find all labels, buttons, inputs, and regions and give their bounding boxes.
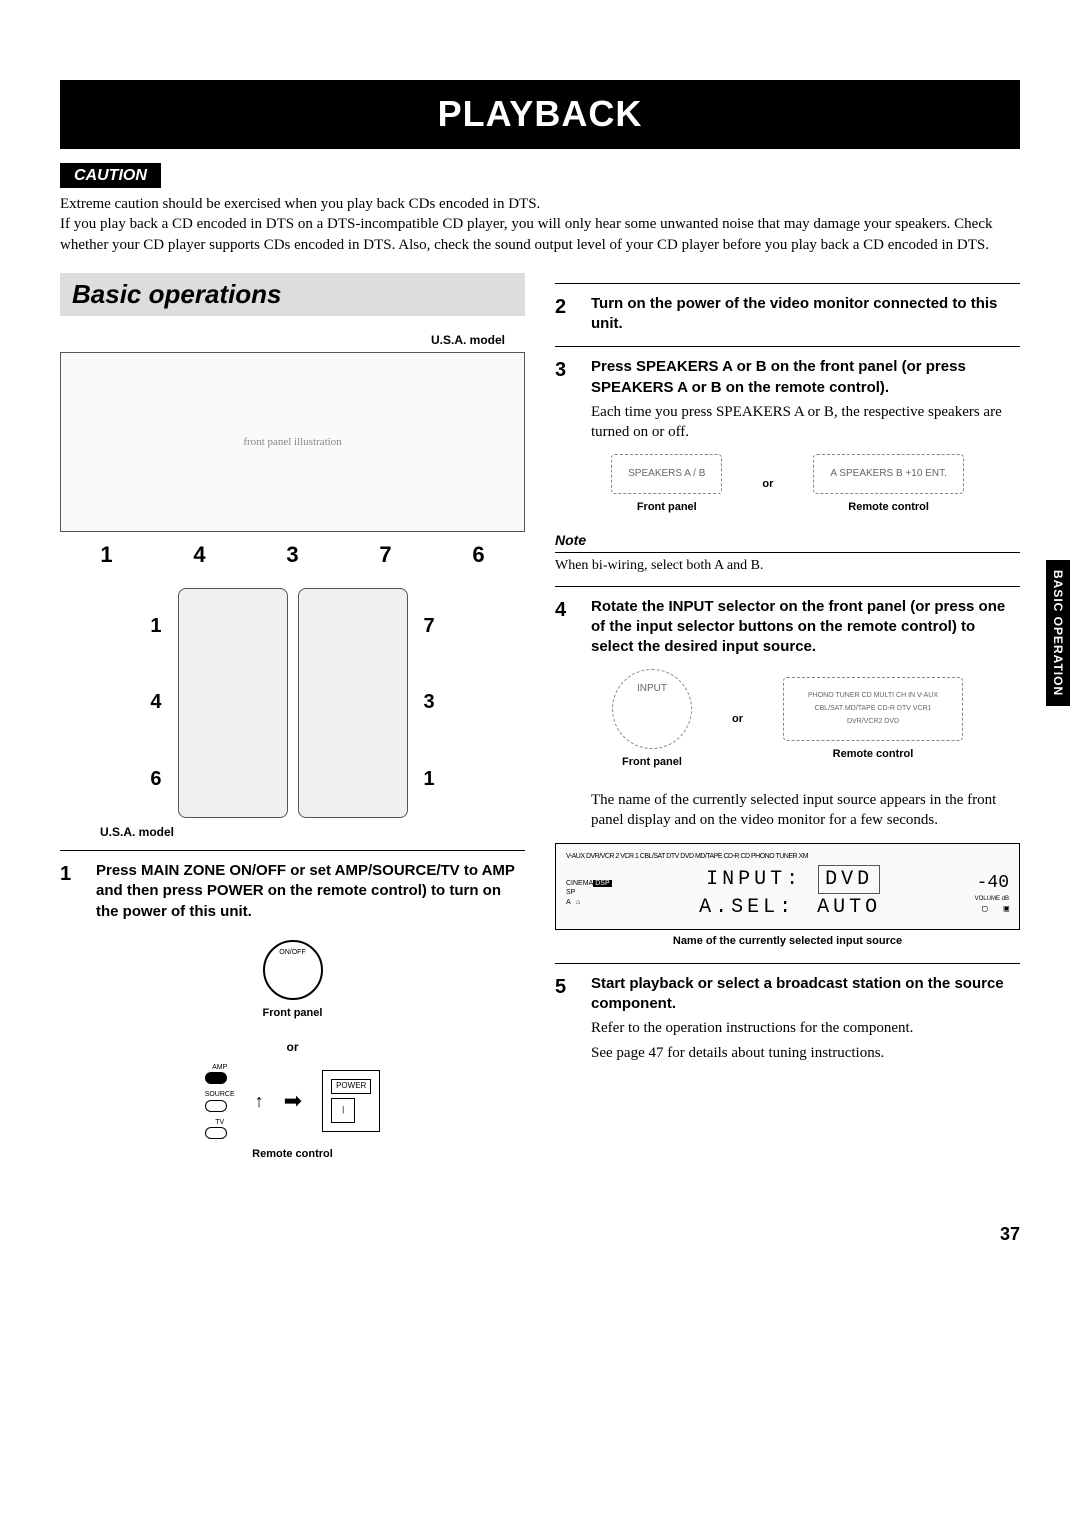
remote-control-label: Remote control xyxy=(813,500,963,515)
front-panel-label: Front panel xyxy=(612,755,692,770)
display-volume-value: -40 xyxy=(975,871,1009,895)
power-button-figure: POWER | xyxy=(322,1070,380,1132)
up-arrow-icon: ↑ xyxy=(255,1089,264,1113)
step-2: 2 Turn on the power of the video monitor… xyxy=(555,294,1020,335)
or-label: or xyxy=(762,477,773,492)
front-panel-label: Front panel xyxy=(60,1006,525,1021)
speakers-dial-icon: SPEAKERS A / B xyxy=(611,454,722,494)
power-label: POWER xyxy=(331,1079,371,1094)
input-buttons-grid: PHONO TUNER CD MULTI CH IN V-AUX CBL/SAT… xyxy=(783,677,963,741)
divider xyxy=(555,586,1020,587)
step-4-instruction: Rotate the INPUT selector on the front p… xyxy=(591,597,1020,658)
remote-illustration-1 xyxy=(178,588,288,818)
step-5-body-1: Refer to the operation instructions for … xyxy=(591,1018,1020,1038)
front-panel-figure: front panel illustration xyxy=(60,352,525,532)
callout: 6 xyxy=(150,766,161,793)
divider xyxy=(555,346,1020,347)
step-5: 5 Start playback or select a broadcast s… xyxy=(555,974,1020,1063)
remote-control-label: Remote control xyxy=(60,1147,525,1162)
step-1: 1 Press MAIN ZONE ON/OFF or set AMP/SOUR… xyxy=(60,861,525,922)
step-3-figure: SPEAKERS A / B Front panel or A SPEAKERS… xyxy=(555,454,1020,514)
step-1-remote-figure: AMP SOURCE TV ↑ ➡ POWER | xyxy=(60,1063,525,1139)
step-4-body: The name of the currently selected input… xyxy=(591,790,1020,831)
caution-label: CAUTION xyxy=(60,163,161,189)
side-tab-basic-operation: BASIC OPERATION xyxy=(1046,560,1070,706)
remote-left-callouts: 1 4 6 xyxy=(150,588,167,818)
model-label-bottom: U.S.A. model xyxy=(100,824,525,840)
source-label: SOURCE xyxy=(205,1091,235,1098)
callout: 6 xyxy=(472,540,484,570)
callout: 1 xyxy=(100,540,112,570)
display-input-label: INPUT: xyxy=(706,868,802,891)
step-5-instruction: Start playback or select a broadcast sta… xyxy=(591,974,1020,1015)
step-4-body-wrap: The name of the currently selected input… xyxy=(555,786,1020,831)
caution-para-2: If you play back a CD encoded in DTS on … xyxy=(60,216,993,252)
divider xyxy=(555,963,1020,964)
step-number: 5 xyxy=(555,974,577,1063)
callout: 4 xyxy=(150,689,161,716)
display-asel-value: AUTO xyxy=(811,894,887,921)
callout: 1 xyxy=(150,613,161,640)
step-3-instruction: Press SPEAKERS A or B on the front panel… xyxy=(591,357,1020,398)
chapter-title: PLAYBACK xyxy=(60,90,1020,139)
step-4-figure: INPUT Front panel or PHONO TUNER CD MULT… xyxy=(555,669,1020,770)
note-label: Note xyxy=(555,531,1020,553)
remote-control-label: Remote control xyxy=(783,747,963,762)
display-indicator-row: V-AUX DVR/VCR 2 VCR 1 CBL/SAT DTV DVD MD… xyxy=(566,852,1009,861)
onoff-dial-icon xyxy=(263,940,323,1000)
step-2-instruction: Turn on the power of the video monitor c… xyxy=(591,294,1020,335)
page-number: 37 xyxy=(60,1222,1020,1246)
display-caption: Name of the currently selected input sou… xyxy=(555,934,1020,949)
divider xyxy=(555,283,1020,284)
display-input-value: DVD xyxy=(818,865,880,894)
caution-para-1: Extreme caution should be exercised when… xyxy=(60,196,540,212)
callout: 3 xyxy=(286,540,298,570)
chapter-title-bar: PLAYBACK xyxy=(60,80,1020,149)
step-1-front-panel-figure: Front panel xyxy=(60,940,525,1021)
divider xyxy=(60,850,525,851)
callout: 7 xyxy=(424,613,435,640)
display-figure: V-AUX DVR/VCR 2 VCR 1 CBL/SAT DTV DVD MD… xyxy=(555,843,1020,930)
or-label: or xyxy=(732,712,743,727)
or-label: or xyxy=(60,1039,525,1055)
section-heading: Basic operations xyxy=(60,273,525,316)
step-number: 4 xyxy=(555,597,577,658)
input-dial-icon: INPUT xyxy=(612,669,692,749)
callout: 7 xyxy=(379,540,391,570)
step-number: 2 xyxy=(555,294,577,335)
amp-button-icon xyxy=(205,1072,227,1084)
step-3: 3 Press SPEAKERS A or B on the front pan… xyxy=(555,357,1020,442)
source-button-icon xyxy=(205,1100,227,1112)
caution-text: Extreme caution should be exercised when… xyxy=(60,194,1020,255)
step-1-instruction: Press MAIN ZONE ON/OFF or set AMP/SOURCE… xyxy=(96,861,525,922)
display-volume-unit: VOLUME dB xyxy=(975,895,1009,903)
callout: 3 xyxy=(424,689,435,716)
front-panel-callouts: 1 4 3 7 6 xyxy=(60,540,525,570)
remote-figure: 1 4 6 7 3 1 xyxy=(60,588,525,818)
callout: 1 xyxy=(424,766,435,793)
right-column: 2 Turn on the power of the video monitor… xyxy=(555,273,1020,1162)
remote-illustration-2 xyxy=(298,588,408,818)
step-5-body-2: See page 47 for details about tuning ins… xyxy=(591,1043,1020,1063)
tv-label: TV xyxy=(215,1119,224,1126)
amp-source-tv-stack: AMP SOURCE TV xyxy=(205,1063,235,1139)
remote-right-callouts: 7 3 1 xyxy=(418,588,435,818)
step-number: 3 xyxy=(555,357,577,442)
right-arrow-icon: ➡ xyxy=(284,1086,302,1116)
front-panel-label: Front panel xyxy=(611,500,722,515)
step-4: 4 Rotate the INPUT selector on the front… xyxy=(555,597,1020,658)
note-body: When bi-wiring, select both A and B. xyxy=(555,557,1020,576)
tv-button-icon xyxy=(205,1127,227,1139)
step-3-body: Each time you press SPEAKERS A or B, the… xyxy=(591,402,1020,443)
speakers-remote-icon: A SPEAKERS B +10 ENT. xyxy=(813,454,963,494)
display-asel-label: A.SEL: xyxy=(699,896,795,919)
callout: 4 xyxy=(193,540,205,570)
left-column: Basic operations U.S.A. model front pane… xyxy=(60,273,525,1162)
model-label-top: U.S.A. model xyxy=(60,332,505,348)
step-number: 1 xyxy=(60,861,82,922)
amp-label: AMP xyxy=(212,1064,227,1071)
